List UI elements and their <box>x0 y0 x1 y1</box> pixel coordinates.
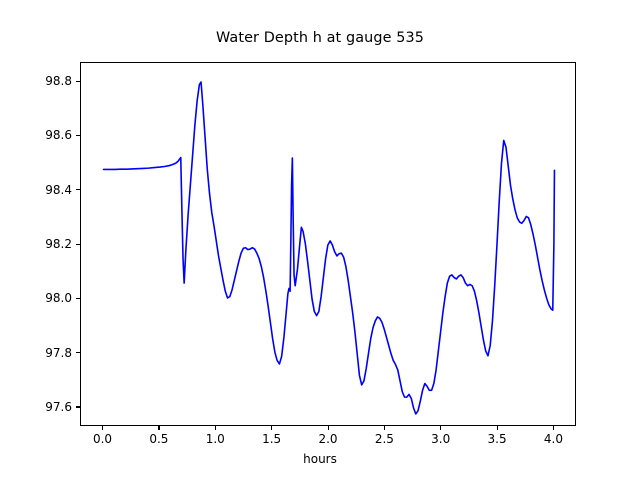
x-tick-label: 2.0 <box>318 432 338 446</box>
x-tick-label: 1.0 <box>205 432 225 446</box>
plot-area <box>80 62 576 426</box>
series-line-h <box>102 81 556 415</box>
chart-title: Water Depth h at gauge 535 <box>216 30 424 46</box>
x-tick-label: 1.5 <box>262 432 282 446</box>
x-tick-label: 3.0 <box>431 432 451 446</box>
x-tick-label: 0.0 <box>92 432 113 446</box>
y-tick-label: 98.4 <box>45 182 72 197</box>
x-tick-label: 0.5 <box>149 432 169 446</box>
y-tick-label: 98.6 <box>45 128 72 143</box>
y-tick-label: 97.8 <box>45 345 72 360</box>
y-tick-label: 98.8 <box>45 74 72 88</box>
y-tick-label: 98.2 <box>45 237 72 251</box>
x-axis-label: hours <box>303 452 337 466</box>
x-tick-label: 3.5 <box>487 432 507 446</box>
data-line-svg <box>102 81 556 415</box>
y-tick-label: 98.0 <box>45 291 72 306</box>
x-tick-label: 4.0 <box>543 432 563 446</box>
y-tick-label: 97.6 <box>45 399 72 414</box>
x-tick-label: 2.5 <box>374 432 394 446</box>
